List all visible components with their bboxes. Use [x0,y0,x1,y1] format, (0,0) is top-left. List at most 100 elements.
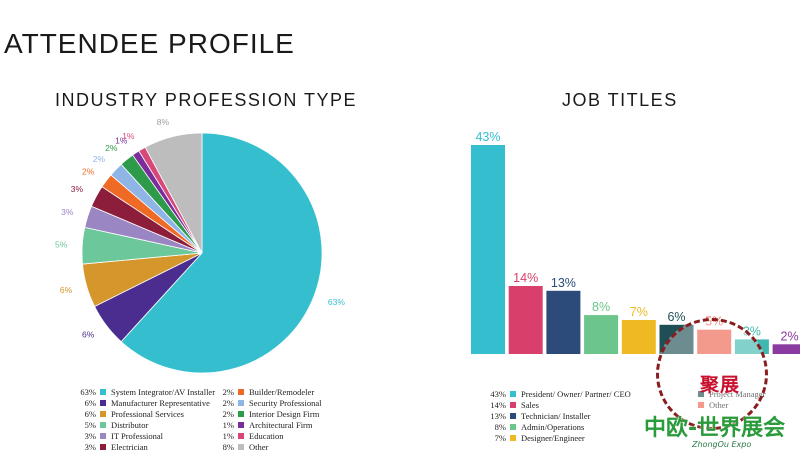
legend-swatch-icon [238,389,244,395]
bar-chart-title: JOB TITLES [562,90,678,110]
pie-legend-pct: 8% [222,442,234,452]
bar-legend-item: 8% Admin/Operations [484,422,585,433]
watermark-seal-text: 聚展 [700,374,741,396]
pie-slice-label: 5% [55,240,68,250]
bar-legend-pct: 13% [490,411,506,421]
legend-swatch-icon [510,391,516,397]
expo-watermark: 聚展 中欧-世界展会 ZhongOu Expo [640,318,800,465]
pie-legend-item: 6% Manufacturer Representative [74,398,210,409]
pie-legend-pct: 5% [84,420,96,430]
pie-legend-item: 8% Other [212,442,269,453]
legend-swatch-icon [510,402,516,408]
legend-swatch-icon [100,389,106,395]
bar-value-label: 14% [513,271,538,285]
pie-legend-label: Security Professional [249,398,322,408]
pie-legend-label: Other [249,442,269,452]
bar-legend-item: 14% Sales [484,400,539,411]
pie-legend-item: 3% Electrician [74,442,148,453]
pie-legend-item: 2% Interior Design Firm [212,409,320,420]
bar-value-label: 13% [551,276,576,290]
pie-legend-pct: 2% [222,398,234,408]
pie-legend-pct: 63% [80,387,96,397]
pie-legend-pct: 3% [84,442,96,452]
pie-slice-label: 6% [82,329,95,339]
pie-slice-label: 1% [122,131,135,141]
pie-legend-item: 6% Professional Services [74,409,184,420]
pie-slice-label: 3% [71,184,84,194]
bar-value-label: 8% [592,300,610,314]
pie-legend-pct: 3% [84,431,96,441]
pie-legend-item: 1% Architectural Firm [212,420,313,431]
pie-legend-label: Distributor [111,420,149,430]
bar [508,286,543,354]
bar-legend-pct: 14% [490,400,506,410]
bar-legend-label: Sales [521,400,539,410]
bar-legend-pct: 8% [494,422,506,432]
pie-legend-label: Education [249,431,284,441]
legend-swatch-icon [238,400,244,406]
legend-swatch-icon [510,435,516,441]
bar-legend-item: 7% Designer/Engineer [484,433,585,444]
bar-legend-label: Technician/ Installer [521,411,591,421]
pie-legend-item: 1% Education [212,431,284,442]
legend-swatch-icon [100,422,106,428]
bar-legend-pct: 43% [490,389,506,399]
pie-slice-label: 2% [93,154,106,164]
bar-value-label: 6% [667,310,685,324]
bar-legend-pct: 7% [494,433,506,443]
pie-slice-label: 3% [61,207,74,217]
qr-seal-icon [656,318,768,430]
pie-legend-label: Electrician [111,442,148,452]
pie-legend-item: 2% Builder/Remodeler [212,387,315,398]
pie-legend-item: 3% IT Professional [74,431,163,442]
bar-legend-label: Designer/Engineer [521,433,585,443]
bar-legend-item: 13% Technician/ Installer [484,411,591,422]
legend-swatch-icon [238,433,244,439]
pie-legend-label: Manufacturer Representative [111,398,210,408]
legend-swatch-icon [238,444,244,450]
pie-legend-label: Professional Services [111,409,184,419]
pie-slice [120,132,323,374]
pie-legend-pct: 6% [84,409,96,419]
pie-chart-title: INDUSTRY PROFESSION TYPE [55,90,358,110]
pie-legend-pct: 2% [222,409,234,419]
watermark-name-cn: 中欧-世界展会 [644,416,786,441]
bar-value-label: 7% [630,305,648,319]
bar-value-label: 43% [475,130,500,144]
pie-slice-label: 63% [328,297,345,307]
bar-legend-item: 43% President/ Owner/ Partner/ CEO [484,389,631,400]
bar [772,344,800,354]
pie-legend-label: System Integrator/AV Installer [111,387,216,397]
bar [471,145,505,354]
pie-legend-item: 5% Distributor [74,420,149,431]
legend-swatch-icon [100,444,106,450]
pie-slice-label: 6% [60,285,73,295]
pie-slice [144,132,203,254]
pie-slice-label: 8% [157,117,170,127]
pie-legend-pct: 2% [222,387,234,397]
pie-legend-label: Interior Design Firm [249,409,320,419]
watermark-name-en: ZhongOu Expo [692,440,752,449]
bar [584,315,619,354]
page-title: ATTENDEE PROFILE [4,28,295,59]
bar [546,290,581,354]
pie-legend-pct: 1% [222,420,234,430]
pie-legend-pct: 6% [84,398,96,408]
pie-legend-item: 63% System Integrator/AV Installer [74,387,215,398]
legend-swatch-icon [100,400,106,406]
pie-legend-item: 2% Security Professional [212,398,322,409]
bar-value-label: 2% [781,329,799,343]
legend-swatch-icon [510,424,516,430]
pie-slice-label: 2% [82,167,95,177]
legend-swatch-icon [238,411,244,417]
bar-legend-label: President/ Owner/ Partner/ CEO [521,389,631,399]
legend-swatch-icon [100,433,106,439]
pie-legend-pct: 1% [222,431,234,441]
pie-legend-label: Builder/Remodeler [249,387,315,397]
legend-swatch-icon [238,422,244,428]
pie-slice-label: 1% [115,136,128,146]
pie-legend-label: IT Professional [111,431,164,441]
bar-legend-label: Admin/Operations [521,422,585,432]
